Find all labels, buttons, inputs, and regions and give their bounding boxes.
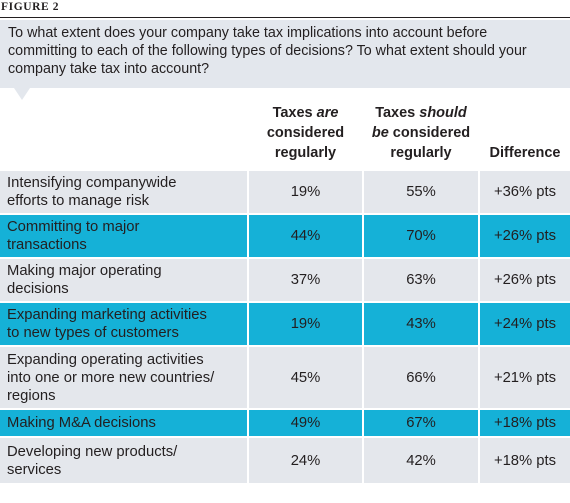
value-difference: +18% pts — [480, 410, 570, 436]
table-row: Intensifying companywide efforts to manag… — [0, 171, 570, 213]
row-label: Making M&A decisions — [0, 410, 247, 436]
value-should-be-considered: 70% — [364, 215, 478, 257]
row-label-line: into one or more new countries/ — [7, 369, 215, 386]
value-considered: 49% — [249, 410, 362, 436]
value-difference: +36% pts — [480, 171, 570, 213]
table-row: Expanding operating activities into one o… — [0, 347, 570, 408]
value-considered: 44% — [249, 215, 362, 257]
row-label-line: Intensifying companywide — [7, 175, 177, 191]
row-label: Committing to major transactions — [0, 215, 247, 257]
value-should-be-considered: 42% — [364, 438, 478, 483]
row-label-line: efforts to manage risk — [7, 193, 150, 209]
row-label: Developing new products/services — [0, 438, 247, 483]
value-should-be-considered: 66% — [364, 347, 478, 408]
row-label-line: decisions — [7, 281, 69, 297]
row-label: Expanding marketing activities to new typ… — [0, 303, 247, 345]
figure-label: FIGURE 2 — [0, 0, 570, 18]
row-label-line: Developing new products/ — [7, 443, 178, 460]
value-should-be-considered: 63% — [364, 259, 478, 301]
row-label-line: regions — [7, 387, 56, 404]
row-label-line: services — [7, 461, 62, 478]
table-row: Committing to major transactions 44% 70% +26… — [0, 215, 570, 257]
value-considered: 19% — [249, 303, 362, 345]
table-row: Expanding marketing activities to new typ… — [0, 303, 570, 345]
callout-pointer — [14, 88, 30, 100]
value-difference: +21% pts — [480, 347, 570, 408]
survey-question: To what extent does your company take ta… — [0, 20, 570, 88]
header-difference: Difference — [489, 145, 561, 161]
value-difference: +18% pts — [480, 438, 570, 483]
row-label: Making major operating decisions — [0, 259, 247, 301]
value-considered: 37% — [249, 259, 362, 301]
row-label: Intensifying companywide efforts to manag… — [0, 171, 247, 213]
question-line: committing to each of the following type… — [8, 43, 527, 60]
row-label-line: Making M&A decisions — [7, 415, 156, 431]
value-considered: 45% — [249, 347, 362, 408]
row-label-line: Making major operating — [7, 263, 162, 279]
row-label-line: transactions — [7, 237, 87, 253]
header-taxes-should-be-considered: Taxes should be considered regularly — [371, 105, 471, 161]
value-difference: +26% pts — [480, 259, 570, 301]
value-should-be-considered: 55% — [364, 171, 478, 213]
value-should-be-considered: 67% — [364, 410, 478, 436]
value-difference: +26% pts — [480, 215, 570, 257]
row-label-line: Expanding marketing activities — [7, 307, 207, 323]
value-should-be-considered: 43% — [364, 303, 478, 345]
value-difference: +24% pts — [480, 303, 570, 345]
table-row: Making M&A decisions 49% 67% +18% pts — [0, 410, 570, 436]
row-label: Expanding operating activities into one o… — [0, 347, 247, 408]
row-label-line: Expanding operating activities — [7, 351, 204, 368]
value-considered: 19% — [249, 171, 362, 213]
row-label-line: to new types of customers — [7, 325, 179, 341]
table-row: Making major operating decisions 37% 63% +26… — [0, 259, 570, 301]
row-label-line: Committing to major — [7, 219, 140, 235]
value-considered: 24% — [249, 438, 362, 483]
question-line: company take tax into account? — [8, 61, 210, 78]
question-line: To what extent does your company take ta… — [8, 25, 488, 41]
table-row: Developing new products/services 24% 42% +1… — [0, 438, 570, 483]
header-taxes-are-considered: Taxes are considered regularly — [266, 105, 345, 161]
